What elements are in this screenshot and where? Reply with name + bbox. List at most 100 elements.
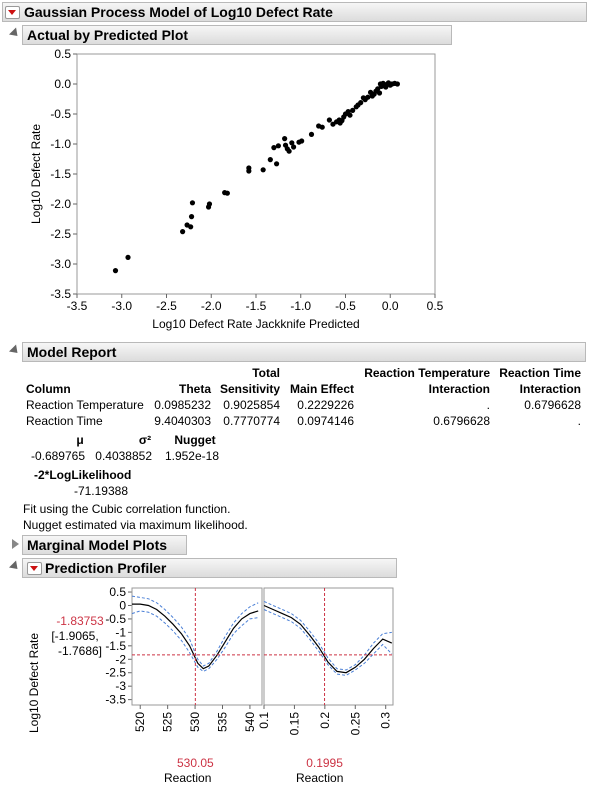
profiler-y-tick-label: 0: [119, 598, 126, 612]
y-tick-label: 0.0: [54, 77, 71, 91]
mu-label: μ: [76, 433, 84, 447]
profiler-y-tick-label: -1: [115, 625, 126, 639]
profiler-upper-ci-line: [131, 595, 259, 667]
main-title-bar: Gaussian Process Model of Log10 Defect R…: [2, 2, 587, 22]
x-tick-label: -1.0: [290, 299, 311, 313]
profiler-prediction-line: [263, 604, 393, 674]
scatter-point: [267, 157, 273, 163]
profiler-x-tick-label: 0.2: [318, 712, 332, 729]
profiler-section-title: Prediction Profiler: [45, 560, 167, 576]
header-main-effect: Main Effect: [289, 382, 354, 396]
scatter-point: [365, 94, 371, 100]
x-tick-label: -3.0: [111, 299, 132, 313]
profiler-ci-lower: [-1.9065,: [51, 629, 98, 643]
scatter-point: [246, 168, 252, 174]
scatter-y-axis-label: Log10 Defect Rate: [29, 124, 43, 224]
scatter-point: [206, 201, 213, 207]
scatter-plot-frame: [76, 53, 436, 295]
scatter-point: [188, 224, 194, 230]
scatter-point: [271, 145, 277, 151]
marginal-section-header[interactable]: Marginal Model Plots: [22, 535, 187, 555]
row1-column: Reaction Temperature: [26, 398, 144, 412]
y-tick-label: -1.5: [50, 167, 71, 181]
x-tick-label: -2.0: [201, 299, 222, 313]
y-tick-label: -3.0: [50, 257, 71, 271]
scatter-point: [308, 131, 315, 137]
scatter-point: [112, 268, 119, 274]
profiler-lower-ci-line: [263, 609, 393, 676]
scatter-x-axis-label: Log10 Defect Rate Jackknife Predicted: [152, 317, 359, 331]
row1-total-sensitivity: 0.9025854: [223, 398, 280, 412]
profiler-lower-ci-line: [131, 610, 259, 672]
scatter-point: [319, 124, 325, 130]
row1-rtime-interaction: 0.6796628: [524, 398, 581, 412]
profiler-x-tick-label: 0.3: [379, 712, 393, 729]
profiler-current-value: -1.83753: [56, 614, 104, 628]
scatter-point: [286, 148, 292, 154]
x-tick-label: -0.5: [335, 299, 356, 313]
y-tick-label: -1.0: [50, 137, 71, 151]
profiler-x-tick-label: 520: [133, 712, 147, 732]
profiler-disclosure-icon[interactable]: [8, 560, 22, 573]
scatter-point: [358, 100, 364, 106]
x-tick-label: -3.5: [67, 299, 88, 313]
profiler-x-tick-label: 0.25: [348, 712, 362, 736]
profiler-prediction-line: [132, 603, 259, 670]
scatter-point: [347, 112, 353, 118]
profiler-red-triangle-menu-icon[interactable]: [27, 562, 42, 575]
x-tick-label: 0.0: [382, 299, 399, 313]
model-report-header[interactable]: Model Report: [22, 342, 586, 362]
profiler-section-header[interactable]: Prediction Profiler: [22, 558, 397, 578]
profiler-panel-frame: [131, 587, 263, 706]
profiler-factor-current-value: 530.05: [177, 756, 214, 770]
scatter-point: [289, 140, 295, 146]
profiler-ci-upper: -1.7686]: [58, 644, 102, 658]
profiler-x-tick-label: 530: [188, 712, 202, 732]
profiler-factor-label: Reaction: [164, 771, 211, 785]
profiler-y-tick-label: -3: [115, 679, 126, 693]
y-tick-label: -2.5: [50, 227, 71, 241]
actual-by-predicted-chart: Log10 Defect Rate Log10 Defect Rate Jack…: [29, 47, 444, 331]
main-title: Gaussian Process Model of Log10 Defect R…: [24, 4, 333, 20]
y-tick-label: 0.5: [54, 47, 71, 61]
plot-disclosure-icon[interactable]: [8, 27, 22, 40]
row2-rtime-interaction: .: [577, 414, 581, 428]
header-rtime-interaction-line1: Reaction Time: [499, 366, 581, 380]
y-tick-label: -0.5: [50, 107, 71, 121]
row1-rt-interaction: .: [486, 398, 490, 412]
loglik-value: -71.19388: [73, 484, 128, 498]
profiler-y-tick-label: -2.5: [105, 666, 126, 680]
main-red-triangle-menu-icon[interactable]: [5, 6, 20, 19]
marginal-disclosure-icon[interactable]: [12, 539, 19, 549]
row2-theta: 9.4040303: [154, 414, 211, 428]
profiler-y-tick-label: 0.5: [109, 585, 126, 599]
profiler-y-axis-label: Log10 Defect Rate: [27, 633, 41, 733]
profiler-y-tick-label: -2: [115, 652, 126, 666]
profiler-panel-frame: [263, 587, 394, 706]
row2-main-effect: 0.0974146: [297, 414, 354, 428]
marginal-section-title: Marginal Model Plots: [27, 537, 168, 553]
scatter-point: [275, 143, 281, 149]
prediction-profiler-chart: Log10 Defect Rate -1.83753 [-1.9065, -1.…: [27, 585, 394, 788]
mu-value: -0.689765: [30, 449, 85, 463]
scatter-point: [394, 81, 401, 87]
note-correlation: Fit using the Cubic correlation function…: [23, 502, 231, 516]
scatter-point: [326, 117, 332, 123]
x-tick-label: -2.5: [156, 299, 177, 313]
header-rt-interaction-line2: Interaction: [428, 382, 490, 396]
scatter-point: [224, 190, 230, 196]
nugget-label: Nugget: [174, 433, 216, 447]
profiler-x-tick-label: 535: [216, 712, 230, 732]
scatter-point: [290, 144, 297, 150]
sigma-label: σ²: [138, 433, 152, 447]
model-report-title: Model Report: [27, 344, 117, 360]
header-total-line1: Total: [252, 366, 280, 380]
header-total-line2: Sensitivity: [219, 382, 280, 396]
scatter-point: [282, 136, 288, 142]
row1-main-effect: 0.2229226: [297, 398, 354, 412]
sigma-value: 0.4038852: [95, 449, 152, 463]
header-rt-interaction-line1: Reaction Temperature: [364, 366, 490, 380]
profiler-x-tick-label: 0.1: [257, 712, 271, 729]
plot-section-header[interactable]: Actual by Predicted Plot: [22, 25, 452, 45]
scatter-point: [260, 167, 266, 173]
